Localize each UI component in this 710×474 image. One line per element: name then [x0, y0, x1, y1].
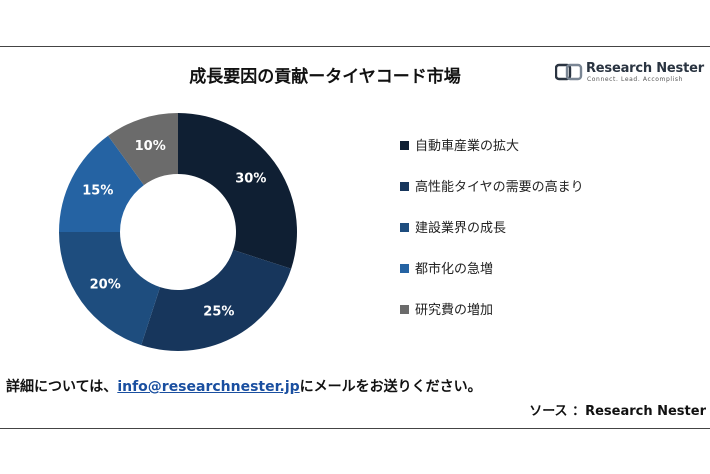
slice-value-label: 10%: [135, 139, 166, 154]
top-divider: [0, 46, 710, 47]
logo-name: Research Nester: [586, 61, 704, 76]
legend-swatch: [400, 141, 409, 150]
slice-value-label: 20%: [90, 277, 121, 292]
legend-swatch: [400, 264, 409, 273]
donut-slice: [141, 249, 292, 351]
legend-item: 都市化の急増: [400, 258, 690, 299]
slice-value-label: 30%: [235, 172, 266, 187]
contact-prefix: 詳細については、: [6, 379, 118, 395]
contact-email-link[interactable]: info@researchnester.jp: [117, 379, 300, 395]
legend-label: 高性能タイヤの需要の高まり: [415, 180, 584, 195]
donut-slice: [108, 113, 178, 186]
logo-mark-icon: [555, 63, 583, 81]
contact-line: 詳細については、info@researchnester.jpにメールをお送りくだ…: [6, 376, 482, 396]
legend-label: 都市化の急増: [415, 262, 494, 277]
legend-item: 高性能タイヤの需要の高まり: [400, 176, 690, 217]
legend-label: 研究費の増加: [415, 303, 494, 318]
contact-suffix: にメールをお送りください。: [299, 379, 482, 395]
legend-swatch: [400, 223, 409, 232]
legend-swatch: [400, 182, 409, 191]
legend-label: 自動車産業の拡大: [415, 139, 520, 154]
legend-swatch: [400, 305, 409, 314]
slice-value-label: 25%: [203, 305, 234, 320]
chart-title: 成長要因の貢献ータイヤコード市場: [189, 67, 461, 87]
chart-legend: 自動車産業の拡大高性能タイヤの需要の高まり 建設業界の成長 都市化の急増 研究費の増加: [400, 135, 690, 340]
slice-value-label: 15%: [82, 184, 113, 199]
donut-slice: [59, 232, 161, 346]
legend-label: 建設業界の成長: [415, 221, 507, 236]
legend-item: 建設業界の成長: [400, 217, 690, 258]
research-nester-logo: Research Nester Connect. Lead. Accomplis…: [555, 61, 704, 85]
legend-item: 研究費の増加: [400, 299, 690, 340]
logo-tagline: Connect. Lead. Accomplish: [587, 76, 684, 83]
bottom-divider: [0, 428, 710, 429]
legend-item: 自動車産業の拡大: [400, 135, 690, 176]
donut-chart: 30% 25% 20% 15% 10%: [59, 113, 297, 351]
donut-slice: [178, 113, 297, 269]
source-credit: ソース ：Research Nester: [529, 404, 706, 419]
donut-slice: [59, 135, 144, 232]
